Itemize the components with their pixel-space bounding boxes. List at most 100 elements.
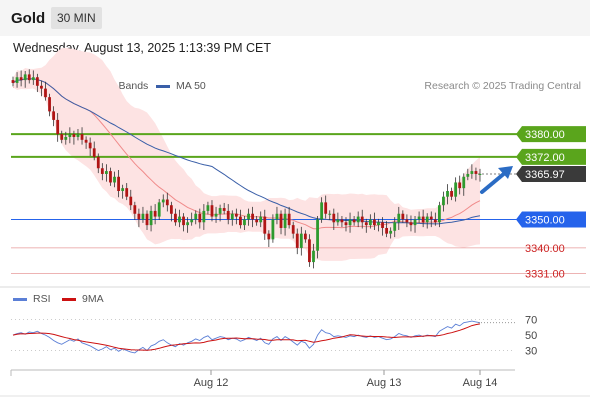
candle-body [72, 134, 76, 137]
price-tag-3365.97 [516, 166, 586, 183]
candle-body [393, 222, 397, 231]
candle-body [470, 171, 474, 174]
price-label-3340.00: 3340.00 [525, 243, 565, 255]
price-label-3365.97: 3365.97 [525, 169, 565, 181]
candle-body [450, 191, 453, 197]
timeframe-button[interactable]: 30 MIN [51, 7, 102, 29]
candle-body [381, 222, 384, 228]
candle-body [44, 88, 47, 98]
candle-body [368, 219, 372, 226]
candle-body [295, 233, 299, 248]
legend-ma9-label: 9MA [82, 293, 104, 305]
legend-rsi-label: RSI [33, 293, 51, 305]
candle-body [194, 213, 198, 220]
candle-body [429, 216, 433, 220]
projection-arrow-shaft [480, 170, 508, 194]
instrument-title: Gold [11, 10, 46, 27]
candle-body [251, 213, 254, 220]
candle-body [312, 250, 315, 263]
candle-body [153, 210, 157, 217]
candle-body [425, 216, 429, 223]
candle-body [263, 216, 267, 234]
candle-body [60, 134, 64, 140]
candle-body [169, 205, 173, 214]
rsi-tick-50: 50 [525, 330, 537, 342]
candle-body [474, 171, 478, 174]
candle-body [458, 182, 462, 189]
candle-body [352, 219, 356, 223]
candle-body [202, 210, 206, 223]
rsi-swatch [13, 297, 27, 301]
candle-body [405, 219, 409, 223]
candle-body [165, 199, 169, 206]
candle-body [19, 77, 23, 81]
candle-body [56, 119, 60, 135]
candle-body [100, 168, 104, 174]
candle-body [421, 216, 425, 223]
candle-body [239, 216, 242, 226]
candle-body [243, 219, 246, 226]
candle-body [105, 171, 108, 174]
candle-body [125, 188, 129, 197]
candle-body [320, 202, 324, 220]
candle-body [31, 77, 35, 81]
ma50-line [12, 78, 481, 225]
legend-ma50-label: MA 50 [176, 80, 206, 92]
candle-body [442, 196, 445, 206]
x-label-Aug 14: Aug 14 [463, 377, 498, 389]
candle-body [157, 202, 161, 217]
candle-body [23, 74, 27, 81]
price-label-3372.00: 3372.00 [525, 152, 565, 164]
candle-body [88, 142, 92, 149]
candle-body [52, 111, 56, 120]
candle-body [96, 156, 100, 169]
candle-body [206, 205, 210, 211]
candle-body [109, 171, 112, 183]
price-tag-3372.00 [516, 148, 586, 165]
credit-label: Research © 2025 Trading Central [424, 80, 581, 92]
projection-arrow-head [498, 166, 513, 179]
candle-body [275, 213, 279, 220]
candle-body [133, 205, 137, 214]
candle-body [267, 233, 271, 240]
ma9-swatch [62, 297, 76, 301]
candle-body [68, 134, 72, 137]
candle-body [255, 219, 259, 223]
candle-body [279, 213, 283, 228]
rsi-tick-30: 30 [525, 346, 537, 358]
candle-body [35, 77, 39, 86]
candle-body [316, 219, 319, 251]
candle-body [287, 213, 291, 226]
candle-body [303, 233, 307, 240]
candle-body [364, 222, 368, 226]
candle-body [377, 222, 380, 226]
candle-body [446, 191, 449, 197]
candle-body [389, 230, 393, 234]
candle-body [129, 196, 133, 206]
candle-body [291, 225, 295, 234]
candle-body [145, 213, 149, 226]
candle-body [174, 213, 177, 223]
header-bar: Gold 30 MIN [0, 0, 590, 36]
candle-body [283, 213, 287, 228]
price-tag-3380.00 [516, 126, 586, 143]
candle-body [328, 213, 332, 215]
candle-body [149, 210, 153, 226]
candle-body [80, 134, 84, 140]
candle-body [137, 213, 141, 220]
candle-body [299, 233, 303, 248]
x-label-Aug 12: Aug 12 [194, 377, 229, 389]
candle-body [48, 97, 51, 112]
candle-body [454, 182, 458, 197]
candle-body [324, 202, 328, 214]
candle-body [433, 219, 437, 223]
price-label-3380.00: 3380.00 [525, 129, 565, 141]
candle-body [437, 205, 441, 223]
candle-body [84, 139, 88, 143]
rsi-ma9-line [12, 323, 481, 351]
candle-body [141, 213, 145, 220]
rsi-tick-70: 70 [525, 315, 537, 327]
candle-body [161, 199, 165, 203]
candle-body [226, 210, 230, 220]
